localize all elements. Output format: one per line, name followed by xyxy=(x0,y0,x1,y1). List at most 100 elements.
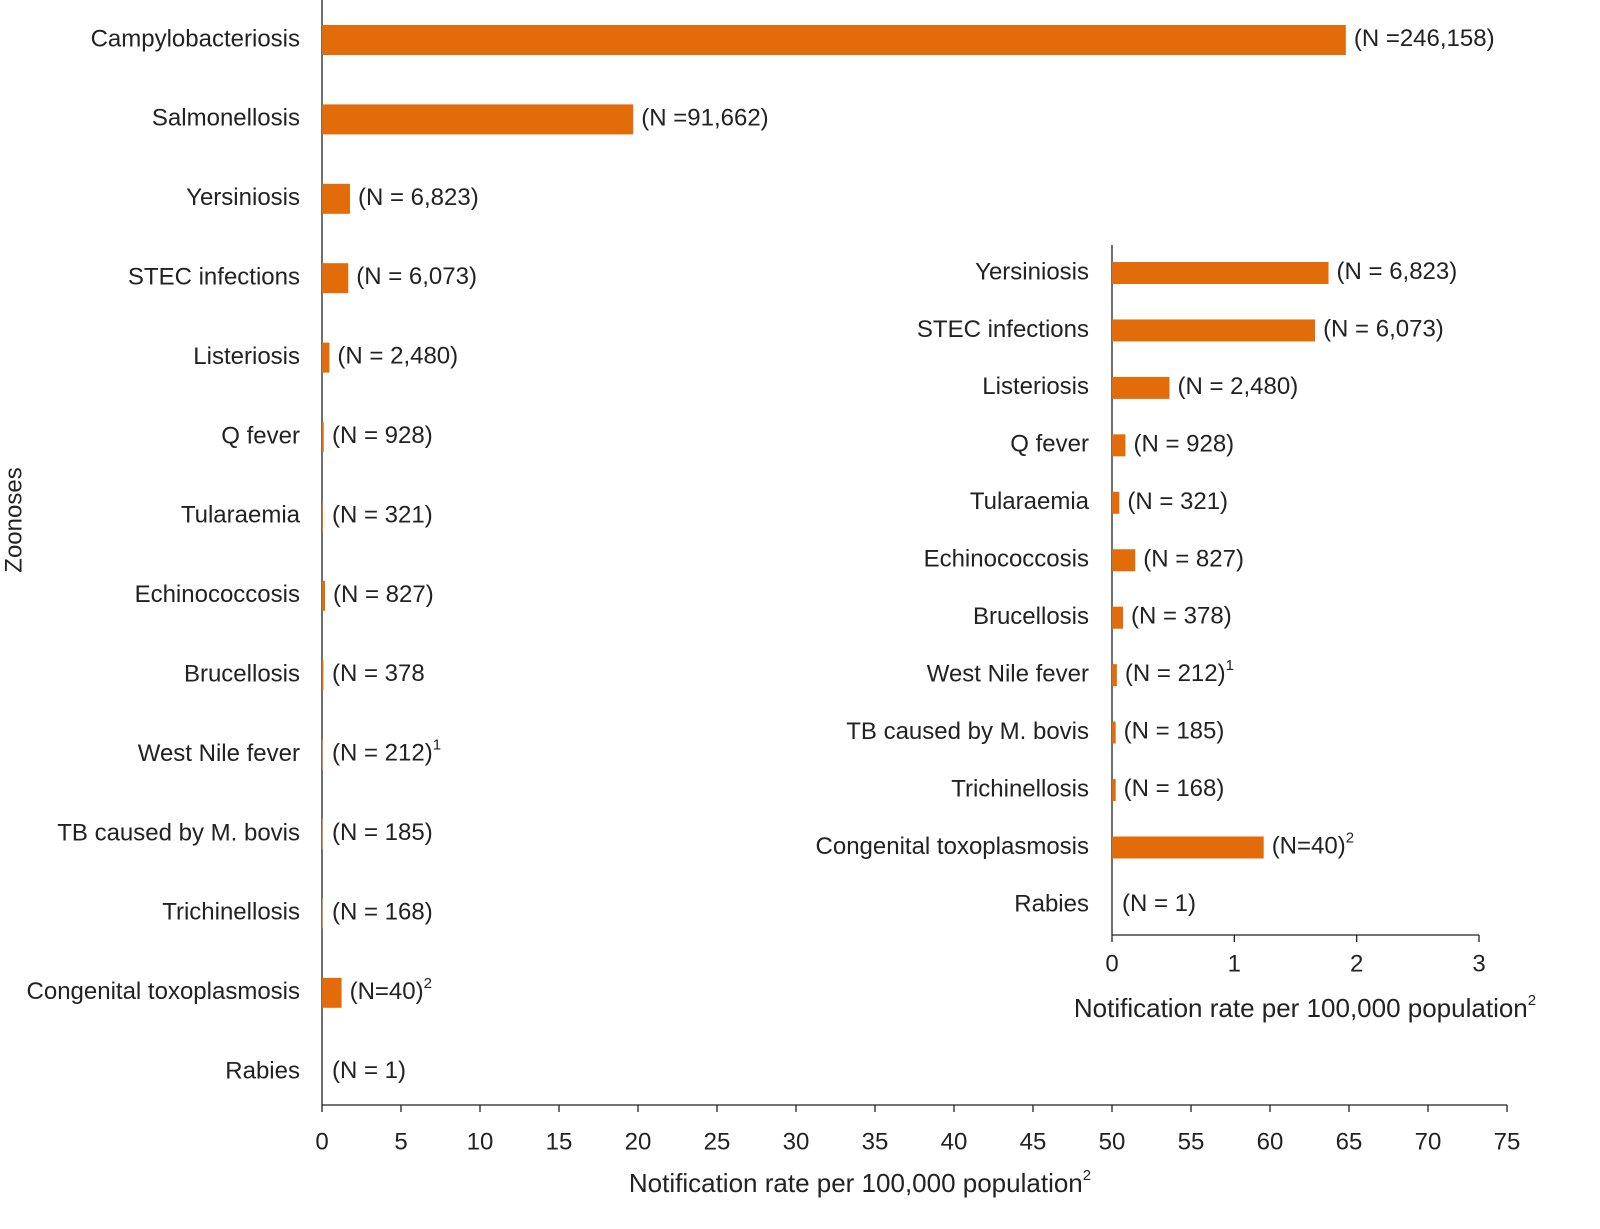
value-label-text: (N =246,158) xyxy=(1354,25,1495,52)
x-tick-label: 45 xyxy=(1020,1128,1047,1155)
value-label-text: (N = 185) xyxy=(332,819,433,846)
value-label: (N = 827) xyxy=(333,581,434,608)
x-tick-label: 75 xyxy=(1494,1128,1521,1155)
x-tick-label: 35 xyxy=(862,1128,889,1155)
x-tick-label: 2 xyxy=(1350,950,1363,977)
value-label-text: (N = 321) xyxy=(1127,488,1228,515)
value-label-text: (N = 321) xyxy=(332,502,433,529)
bar xyxy=(322,501,323,532)
value-label: (N =246,158) xyxy=(1354,25,1495,52)
x-axis-title-sup: 2 xyxy=(1528,992,1536,1009)
x-axis-title: Notification rate per 100,000 population… xyxy=(629,1167,1091,1198)
category-label: Yersiniosis xyxy=(975,258,1089,285)
category-label: Listeriosis xyxy=(193,343,300,370)
x-tick-label: 5 xyxy=(394,1128,407,1155)
x-tick-label: 70 xyxy=(1415,1128,1442,1155)
category-label: Rabies xyxy=(1014,890,1089,917)
category-label: Q fever xyxy=(221,422,300,449)
bar xyxy=(1112,779,1116,802)
value-label-text: (N = 168) xyxy=(1124,775,1225,802)
category-label: STEC infections xyxy=(917,316,1089,343)
bar xyxy=(1112,836,1264,859)
value-label: (N = 928) xyxy=(1133,431,1234,458)
bar xyxy=(322,342,330,373)
value-label-text: (N=40) xyxy=(350,978,424,1005)
x-axis-title-text: Notification rate per 100,000 population xyxy=(1074,993,1528,1023)
category-label: Trichinellosis xyxy=(951,775,1089,802)
value-label: (N = 212)1 xyxy=(332,737,441,767)
value-label: (N = 378 xyxy=(332,661,425,688)
x-tick-label: 10 xyxy=(467,1128,494,1155)
x-tick-label: 25 xyxy=(704,1128,731,1155)
category-label: Q fever xyxy=(1010,431,1089,458)
value-label: (N = 378) xyxy=(1131,603,1232,630)
value-label: (N=40)2 xyxy=(1272,829,1354,859)
bar xyxy=(322,739,323,770)
value-label-sup: 2 xyxy=(424,975,432,992)
bar xyxy=(1112,434,1126,457)
category-label: Salmonellosis xyxy=(152,105,300,132)
x-tick-label: 65 xyxy=(1336,1128,1363,1155)
value-label-text: (N = 827) xyxy=(333,581,434,608)
value-label-text: (N = 212) xyxy=(1125,660,1226,687)
category-label: Brucellosis xyxy=(973,603,1089,630)
value-label: (N = 2,480) xyxy=(337,343,458,370)
value-label-text: (N =91,662) xyxy=(641,105,768,132)
category-label: Tularaemia xyxy=(181,502,301,529)
category-label: Campylobacteriosis xyxy=(91,25,300,52)
category-label: Tularaemia xyxy=(970,488,1090,515)
value-label: (N = 321) xyxy=(1127,488,1228,515)
x-tick-label: 1 xyxy=(1228,950,1241,977)
bar xyxy=(1112,319,1316,342)
bar xyxy=(322,977,342,1008)
category-label: STEC infections xyxy=(128,264,300,291)
value-label: (N=40)2 xyxy=(350,975,432,1005)
bar xyxy=(322,580,326,611)
x-tick-label: 60 xyxy=(1257,1128,1284,1155)
value-label: (N =91,662) xyxy=(641,105,768,132)
value-label-sup: 1 xyxy=(433,737,441,754)
x-tick-label: 0 xyxy=(1105,950,1118,977)
category-label: Brucellosis xyxy=(184,661,300,688)
value-label-text: (N = 1) xyxy=(1122,890,1196,917)
bar xyxy=(1112,376,1170,399)
value-label-text: (N = 2,480) xyxy=(1177,373,1298,400)
category-label: TB caused by M. bovis xyxy=(846,718,1089,745)
x-tick-label: 3 xyxy=(1472,950,1485,977)
value-label-text: (N = 378 xyxy=(332,661,425,688)
value-label-sup: 1 xyxy=(1226,657,1234,674)
bar xyxy=(322,263,349,294)
value-label-text: (N = 6,823) xyxy=(358,184,479,211)
x-tick-label: 0 xyxy=(315,1128,328,1155)
category-label: West Nile fever xyxy=(138,740,300,767)
value-label-text: (N = 6,823) xyxy=(1337,258,1458,285)
value-label-text: (N = 212) xyxy=(332,740,433,767)
bar xyxy=(1112,664,1117,687)
bar xyxy=(1112,262,1329,284)
x-tick-label: 40 xyxy=(941,1128,968,1155)
value-label: (N = 168) xyxy=(332,899,433,926)
x-axis-title: Notification rate per 100,000 population… xyxy=(1074,992,1536,1023)
value-label: (N = 2,480) xyxy=(1177,373,1298,400)
value-label-sup: 2 xyxy=(1346,829,1354,846)
category-label: Echinococcosis xyxy=(135,581,300,608)
value-label: (N = 168) xyxy=(1124,775,1225,802)
value-label: (N = 6,823) xyxy=(358,184,479,211)
value-label: (N = 1) xyxy=(1122,890,1196,917)
value-label: (N = 185) xyxy=(332,819,433,846)
value-label-text: (N = 1) xyxy=(332,1058,406,1085)
bar xyxy=(322,104,634,135)
value-label: (N = 1) xyxy=(332,1058,406,1085)
value-label: (N = 827) xyxy=(1143,546,1244,573)
category-label: Yersiniosis xyxy=(186,184,300,211)
value-label-text: (N = 827) xyxy=(1143,546,1244,573)
value-label-text: (N = 378) xyxy=(1131,603,1232,630)
value-label: (N = 6,073) xyxy=(356,264,477,291)
value-label: (N = 321) xyxy=(332,502,433,529)
bar xyxy=(1112,491,1120,514)
category-label: Congenital toxoplasmosis xyxy=(27,978,300,1005)
value-label: (N = 928) xyxy=(332,422,433,449)
x-tick-label: 30 xyxy=(783,1128,810,1155)
value-label: (N = 6,073) xyxy=(1323,316,1444,343)
